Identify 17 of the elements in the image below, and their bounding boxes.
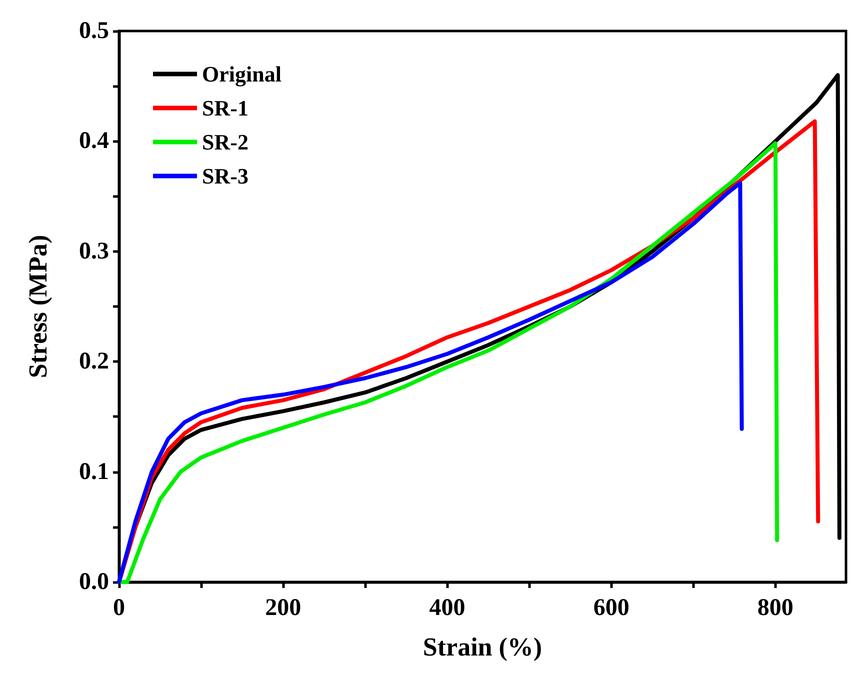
y-tick-label: 0.2 bbox=[79, 348, 109, 375]
legend-label: SR-2 bbox=[202, 130, 248, 154]
legend-label: SR-3 bbox=[202, 164, 248, 188]
x-tick-label: 200 bbox=[265, 595, 302, 621]
x-tick-label: 400 bbox=[429, 595, 466, 621]
y-tick-label: 0.0 bbox=[79, 569, 109, 595]
x-axis-title: Strain (%) bbox=[422, 632, 542, 662]
x-tick-label: 0 bbox=[113, 595, 125, 621]
x-tick-label: 800 bbox=[757, 595, 794, 621]
y-tick-label: 0.3 bbox=[79, 238, 109, 264]
y-tick-label: 0.4 bbox=[79, 128, 109, 154]
legend-label: Original bbox=[202, 62, 282, 86]
y-tick-label: 0.5 bbox=[79, 18, 109, 44]
x-tick-label: 600 bbox=[593, 595, 630, 621]
y-tick-label: 0.1 bbox=[79, 458, 109, 485]
legend-label: SR-1 bbox=[202, 96, 248, 120]
y-axis-title: Stress (MPa) bbox=[24, 234, 52, 378]
